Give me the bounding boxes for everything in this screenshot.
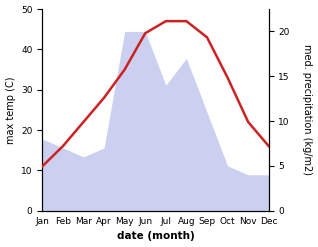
- Y-axis label: med. precipitation (kg/m2): med. precipitation (kg/m2): [302, 44, 313, 175]
- X-axis label: date (month): date (month): [117, 231, 194, 242]
- Y-axis label: max temp (C): max temp (C): [5, 76, 16, 144]
